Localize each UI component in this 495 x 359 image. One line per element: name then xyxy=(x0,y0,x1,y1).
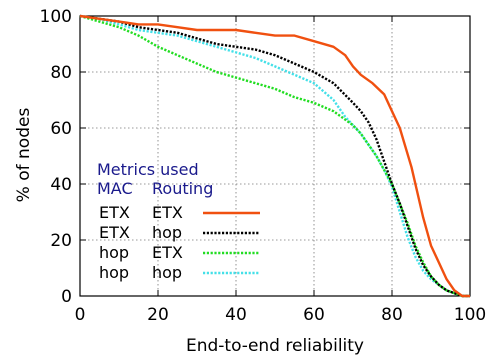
x-axis-label: End-to-end reliability xyxy=(186,336,364,356)
series-line-3 xyxy=(79,14,470,298)
legend-routing-1: hop xyxy=(152,223,182,242)
y-tick-label: 60 xyxy=(50,119,72,139)
legend-column-routing: Routing xyxy=(152,179,213,198)
y-axis-label: % of nodes xyxy=(14,108,34,203)
x-tick-label: 60 xyxy=(303,305,325,325)
axis-ticks: 0 20 40 60 80 100 0 20 40 60 80 100 xyxy=(40,7,487,325)
series-lines xyxy=(79,14,470,298)
legend-mac-2: hop xyxy=(99,243,129,262)
legend-routing-3: hop xyxy=(152,263,182,282)
legend-mac-3: hop xyxy=(99,263,129,282)
y-tick-label: 100 xyxy=(40,7,72,27)
y-tick-label: 80 xyxy=(50,63,72,83)
series-line-0 xyxy=(79,14,470,298)
grid-lines xyxy=(80,16,470,296)
x-tick-label: 80 xyxy=(381,305,403,325)
series-line-1 xyxy=(79,14,470,298)
legend-title: Metrics used xyxy=(97,160,199,179)
legend-routing-2: ETX xyxy=(152,243,183,262)
x-tick-label: 40 xyxy=(225,305,247,325)
y-tick-label: 0 xyxy=(61,287,72,307)
x-tick-label: 0 xyxy=(75,305,86,325)
series-line-2 xyxy=(79,14,470,298)
legend-column-mac: MAC xyxy=(97,179,133,198)
legend-mac-0: ETX xyxy=(99,203,130,222)
x-tick-label: 20 xyxy=(147,305,169,325)
plot-frame xyxy=(79,15,471,297)
y-tick-label: 40 xyxy=(50,175,72,195)
y-tick-label: 20 xyxy=(50,231,72,251)
x-tick-label: 100 xyxy=(454,305,486,325)
legend-mac-1: ETX xyxy=(99,223,130,242)
legend-routing-0: ETX xyxy=(152,203,183,222)
